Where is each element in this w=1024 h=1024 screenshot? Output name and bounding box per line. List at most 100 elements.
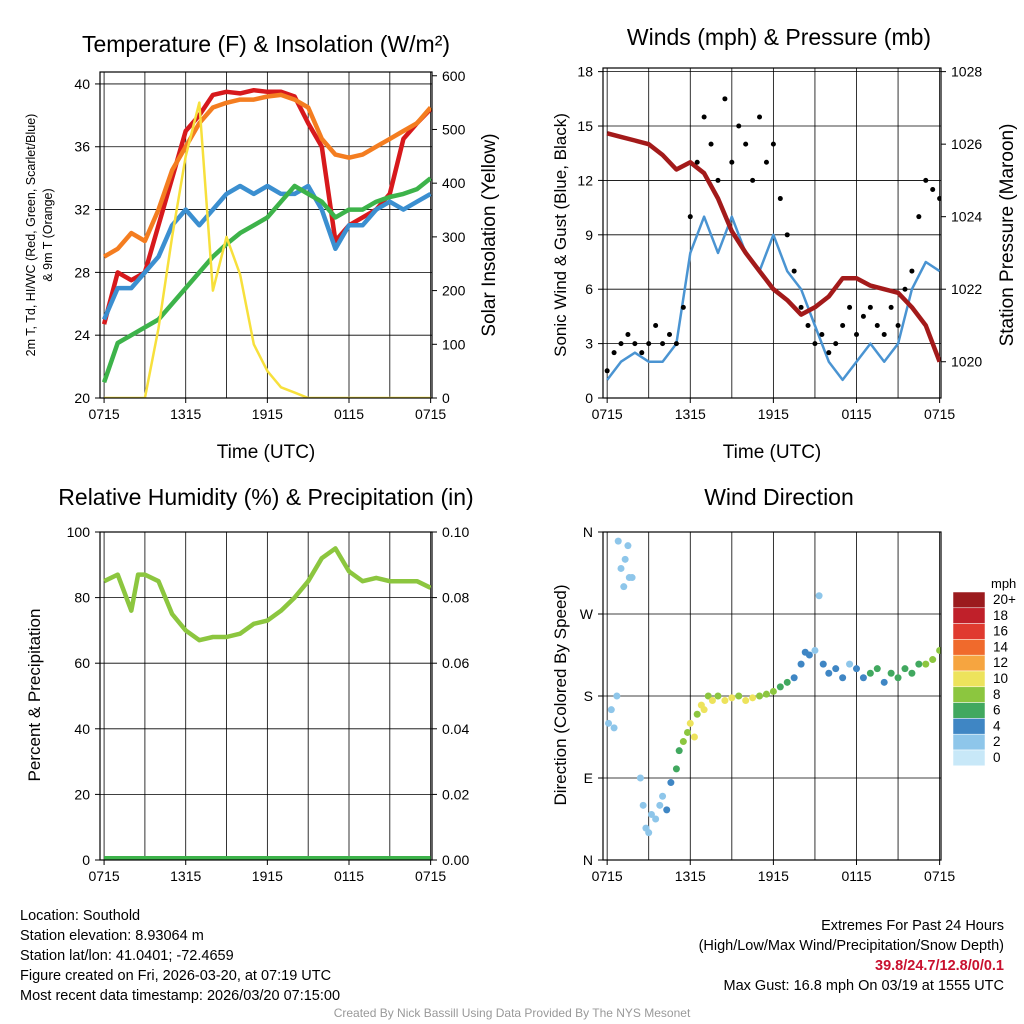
direction-point [735,692,743,700]
gust-point [639,350,645,356]
x-tick-label: 1915 [252,406,283,422]
y2-tick-label: 200 [442,283,466,299]
gust-point [736,123,742,129]
direction-point [832,665,840,673]
y2-tick-label: 100 [442,336,466,352]
gust-point [777,196,783,202]
y-tick-label: 9 [585,227,593,243]
panel-3: Relative Humidity (%) & Precipitation (i… [25,484,474,884]
direction-point [639,801,647,809]
recent-data-text: Most recent data timestamp: 2026/03/20 0… [20,988,341,1004]
gust-point [888,304,894,310]
direction-point [617,564,625,572]
chart-title: Temperature (F) & Insolation (W/m²) [82,31,450,57]
y-tick-label: 20 [74,390,90,406]
gust-point [819,332,825,338]
gust-point [673,341,679,347]
x-tick-label: 0115 [841,868,871,884]
chart-title: Relative Humidity (%) & Precipitation (i… [58,484,473,510]
max-gust-text: Max Gust: 16.8 mph On 03/19 at 1555 UTC [723,978,1004,994]
x-tick-label: 1915 [758,406,789,422]
direction-point [721,697,729,705]
colorbar-label: 18 [993,608,1008,623]
series-line-station-pressure [606,131,941,363]
y-tick-label: 100 [67,524,91,540]
gust-point [833,341,839,347]
y-tick-label: 20 [74,786,90,802]
gust-point [791,268,797,274]
y2-tick-label: 0.00 [442,852,469,868]
x-tick-label: 1315 [675,868,706,884]
x-tick-label: 1915 [252,868,283,884]
gust-point [930,186,936,192]
gust-point [632,341,638,347]
colorbar-swatch [952,639,986,656]
direction-point [783,678,791,686]
y-tick-label: 0 [82,852,90,868]
gust-point [694,159,700,165]
direction-point [908,669,916,677]
direction-point [714,692,722,700]
y-axis-label: Sonic Wind & Gust (Blue, Black) [551,113,570,357]
direction-point [811,646,819,654]
direction-point [656,801,664,809]
colorbar-label: 12 [993,655,1008,670]
direction-point [887,669,895,677]
direction-point [647,810,655,818]
gust-point [847,304,853,310]
y2-axis-label: Station Pressure (Maroon) [997,124,1018,347]
direction-point [605,719,613,727]
direction-point [846,660,854,668]
gust-point [611,350,617,356]
gust-point [798,304,804,310]
series-line-9m-t [102,92,432,259]
gust-point [660,341,666,347]
plot-frame [99,71,433,399]
direction-point [628,574,636,582]
y2-tick-label: 500 [442,121,466,137]
location-text: Location: Southold [20,908,141,924]
colorbar-label: 10 [993,671,1008,686]
plot-frame [99,531,433,861]
gust-point [881,332,887,338]
direction-point [819,660,827,668]
colorbar-label: 0 [993,750,1001,765]
y2-tick-label: 0.10 [442,524,469,540]
gust-point [743,141,749,147]
x-tick-label: 0115 [841,406,871,422]
direction-point [749,694,757,702]
extremes-legend: (High/Low/Max Wind/Precipitation/Snow De… [698,938,1004,954]
direction-point [815,592,823,600]
colorbar-swatch [952,623,986,640]
plot-area [604,96,941,382]
direction-point [894,674,902,682]
y2-tick-label: 1024 [951,209,982,225]
y2-tick-label: 1022 [951,281,982,297]
y-tick-label: 24 [74,327,90,343]
direction-point [901,665,909,673]
direction-point [610,724,618,732]
gust-point [826,350,832,356]
direction-point [708,697,716,705]
colorbar-swatch [952,686,986,703]
gust-point [750,177,756,183]
x-tick-label: 0715 [89,406,120,422]
y2-tick-label: 300 [442,229,466,245]
plot-frame [602,531,942,861]
elevation-text: Station elevation: 8.93064 m [20,928,204,944]
x-tick-label: 0715 [924,868,955,884]
y2-tick-label: 0.02 [442,786,469,802]
direction-point [672,765,680,773]
y-axis-label: 2m T, Td, HI/WC (Red, Green, Scarlet/Blu… [24,114,38,357]
x-tick-label: 1315 [170,868,201,884]
direction-point [704,692,712,700]
gust-point [909,268,915,274]
gust-point [784,232,790,238]
colorbar-label: 2 [993,734,1001,749]
y-tick-label: 15 [577,118,593,134]
series-line-sonic-wind [606,215,941,382]
plot-area [103,546,432,860]
